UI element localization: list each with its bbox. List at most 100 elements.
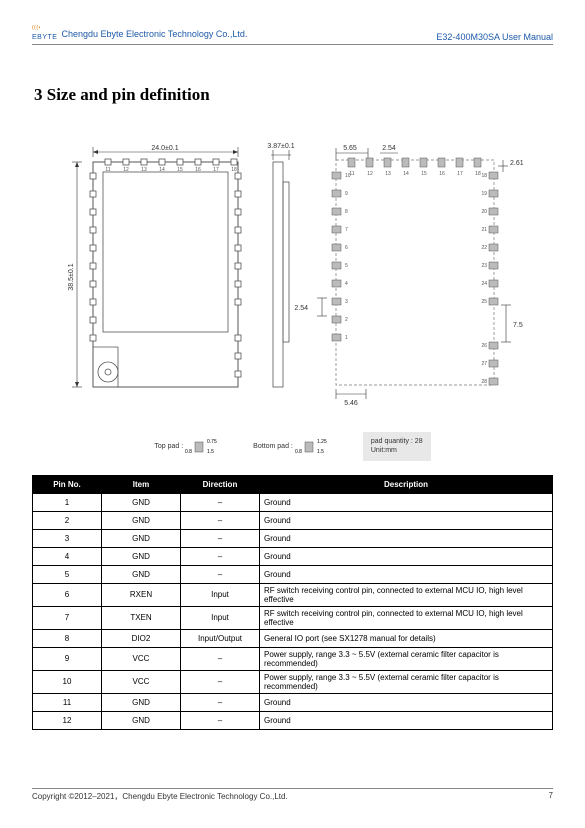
cell-pin-no: 6 <box>33 583 102 606</box>
table-row: 11GND–Ground <box>33 693 553 711</box>
svg-text:24: 24 <box>481 281 487 287</box>
svg-text:16: 16 <box>439 171 445 177</box>
svg-text:13: 13 <box>141 167 147 173</box>
svg-text:38.5±0.1: 38.5±0.1 <box>68 264 75 291</box>
svg-text:17: 17 <box>457 171 463 177</box>
svg-text:21: 21 <box>481 227 487 233</box>
svg-text:26: 26 <box>481 343 487 349</box>
svg-text:7.57: 7.57 <box>513 322 523 329</box>
table-row: 8DIO2Input/OutputGeneral IO port (see SX… <box>33 629 553 647</box>
svg-text:20: 20 <box>481 209 487 215</box>
cell-pin-no: 10 <box>33 670 102 693</box>
cell-item: TXEN <box>102 606 181 629</box>
cell-dir: – <box>181 511 260 529</box>
svg-text:12: 12 <box>123 167 129 173</box>
svg-text:12: 12 <box>367 171 373 177</box>
section-title: 3 Size and pin definition <box>34 85 553 105</box>
cell-pin-no: 3 <box>33 529 102 547</box>
svg-text:0.75: 0.75 <box>207 439 217 445</box>
svg-text:6: 6 <box>345 245 348 251</box>
cell-item: GND <box>102 529 181 547</box>
svg-text:0.8: 0.8 <box>295 449 302 455</box>
cell-pin-no: 5 <box>33 565 102 583</box>
svg-text:3: 3 <box>345 299 348 305</box>
cell-dir: – <box>181 565 260 583</box>
table-row: 3GND–Ground <box>33 529 553 547</box>
svg-text:0.8: 0.8 <box>185 449 192 455</box>
svg-text:3.87±0.1: 3.87±0.1 <box>267 143 294 150</box>
cell-item: GND <box>102 493 181 511</box>
svg-text:11: 11 <box>105 167 110 173</box>
cell-pin-no: 8 <box>33 629 102 647</box>
svg-text:1: 1 <box>345 335 348 341</box>
cell-dir: Input/Output <box>181 629 260 647</box>
cell-desc: Ground <box>260 547 553 565</box>
page-footer: Copyright ©2012–2021，Chengdu Ebyte Elect… <box>32 788 553 802</box>
table-row: 2GND–Ground <box>33 511 553 529</box>
svg-text:19: 19 <box>481 191 487 197</box>
svg-text:23: 23 <box>481 263 487 269</box>
cell-pin-no: 9 <box>33 647 102 670</box>
cell-desc: Power supply, range 3.3 ~ 5.5V (external… <box>260 670 553 693</box>
cell-dir: – <box>181 529 260 547</box>
bottom-pad-legend: Bottom pad : 1.25 0.8 1.5 <box>253 437 329 455</box>
cell-item: GND <box>102 511 181 529</box>
pin-table: Pin No. Item Direction Description 1GND–… <box>32 475 553 730</box>
svg-text:27: 27 <box>481 361 487 367</box>
svg-text:1.5: 1.5 <box>317 449 324 455</box>
page-number: 7 <box>549 791 553 802</box>
pad-info-box: pad quantity : 28Unit:mm <box>363 432 431 460</box>
cell-pin-no: 11 <box>33 693 102 711</box>
cell-dir: – <box>181 647 260 670</box>
svg-text:2: 2 <box>345 317 348 323</box>
cell-desc: RF switch receiving control pin, connect… <box>260 606 553 629</box>
cell-dir: Input <box>181 583 260 606</box>
table-row: 10VCC–Power supply, range 3.3 ~ 5.5V (ex… <box>33 670 553 693</box>
cell-pin-no: 1 <box>33 493 102 511</box>
svg-text:18: 18 <box>231 167 237 173</box>
table-row: 1GND–Ground <box>33 493 553 511</box>
th-direction: Direction <box>181 475 260 493</box>
cell-item: RXEN <box>102 583 181 606</box>
cell-pin-no: 2 <box>33 511 102 529</box>
cell-item: GND <box>102 565 181 583</box>
svg-text:5.46: 5.46 <box>344 400 358 407</box>
cell-dir: – <box>181 493 260 511</box>
cell-dir: – <box>181 711 260 729</box>
cell-dir: Input <box>181 606 260 629</box>
top-pad-legend: Top pad : 0.75 0.8 1.5 <box>154 437 219 455</box>
svg-text:8: 8 <box>345 209 348 215</box>
cell-item: GND <box>102 711 181 729</box>
company-name: Chengdu Ebyte Electronic Technology Co.,… <box>61 29 247 39</box>
svg-text:2.54: 2.54 <box>382 145 396 152</box>
cell-item: VCC <box>102 647 181 670</box>
cell-pin-no: 4 <box>33 547 102 565</box>
svg-text:22: 22 <box>481 245 487 251</box>
pad-legend: Top pad : 0.75 0.8 1.5 Bottom pad : 1.25… <box>32 432 553 460</box>
svg-text:14: 14 <box>159 167 165 173</box>
svg-text:1.5: 1.5 <box>207 449 214 455</box>
svg-text:18: 18 <box>481 173 487 179</box>
th-item: Item <box>102 475 181 493</box>
table-row: 4GND–Ground <box>33 547 553 565</box>
cell-item: VCC <box>102 670 181 693</box>
svg-text:16: 16 <box>195 167 201 173</box>
doc-title: E32-400M30SA User Manual <box>436 32 553 42</box>
table-row: 5GND–Ground <box>33 565 553 583</box>
svg-text:17: 17 <box>213 167 219 173</box>
svg-text:14: 14 <box>403 171 409 177</box>
cell-pin-no: 12 <box>33 711 102 729</box>
svg-text:24.0±0.1: 24.0±0.1 <box>151 145 178 152</box>
svg-text:28: 28 <box>481 379 487 385</box>
th-pin-no: Pin No. <box>33 475 102 493</box>
header-left: (((•EBYTE Chengdu Ebyte Electronic Techn… <box>32 26 247 42</box>
cell-desc: Ground <box>260 693 553 711</box>
page-header: (((•EBYTE Chengdu Ebyte Electronic Techn… <box>32 26 553 45</box>
svg-text:5.65: 5.65 <box>343 145 357 152</box>
cell-item: GND <box>102 693 181 711</box>
svg-text:9: 9 <box>345 191 348 197</box>
svg-text:2.61: 2.61 <box>510 160 523 167</box>
cell-desc: Ground <box>260 529 553 547</box>
table-header-row: Pin No. Item Direction Description <box>33 475 553 493</box>
svg-text:15: 15 <box>421 171 427 177</box>
